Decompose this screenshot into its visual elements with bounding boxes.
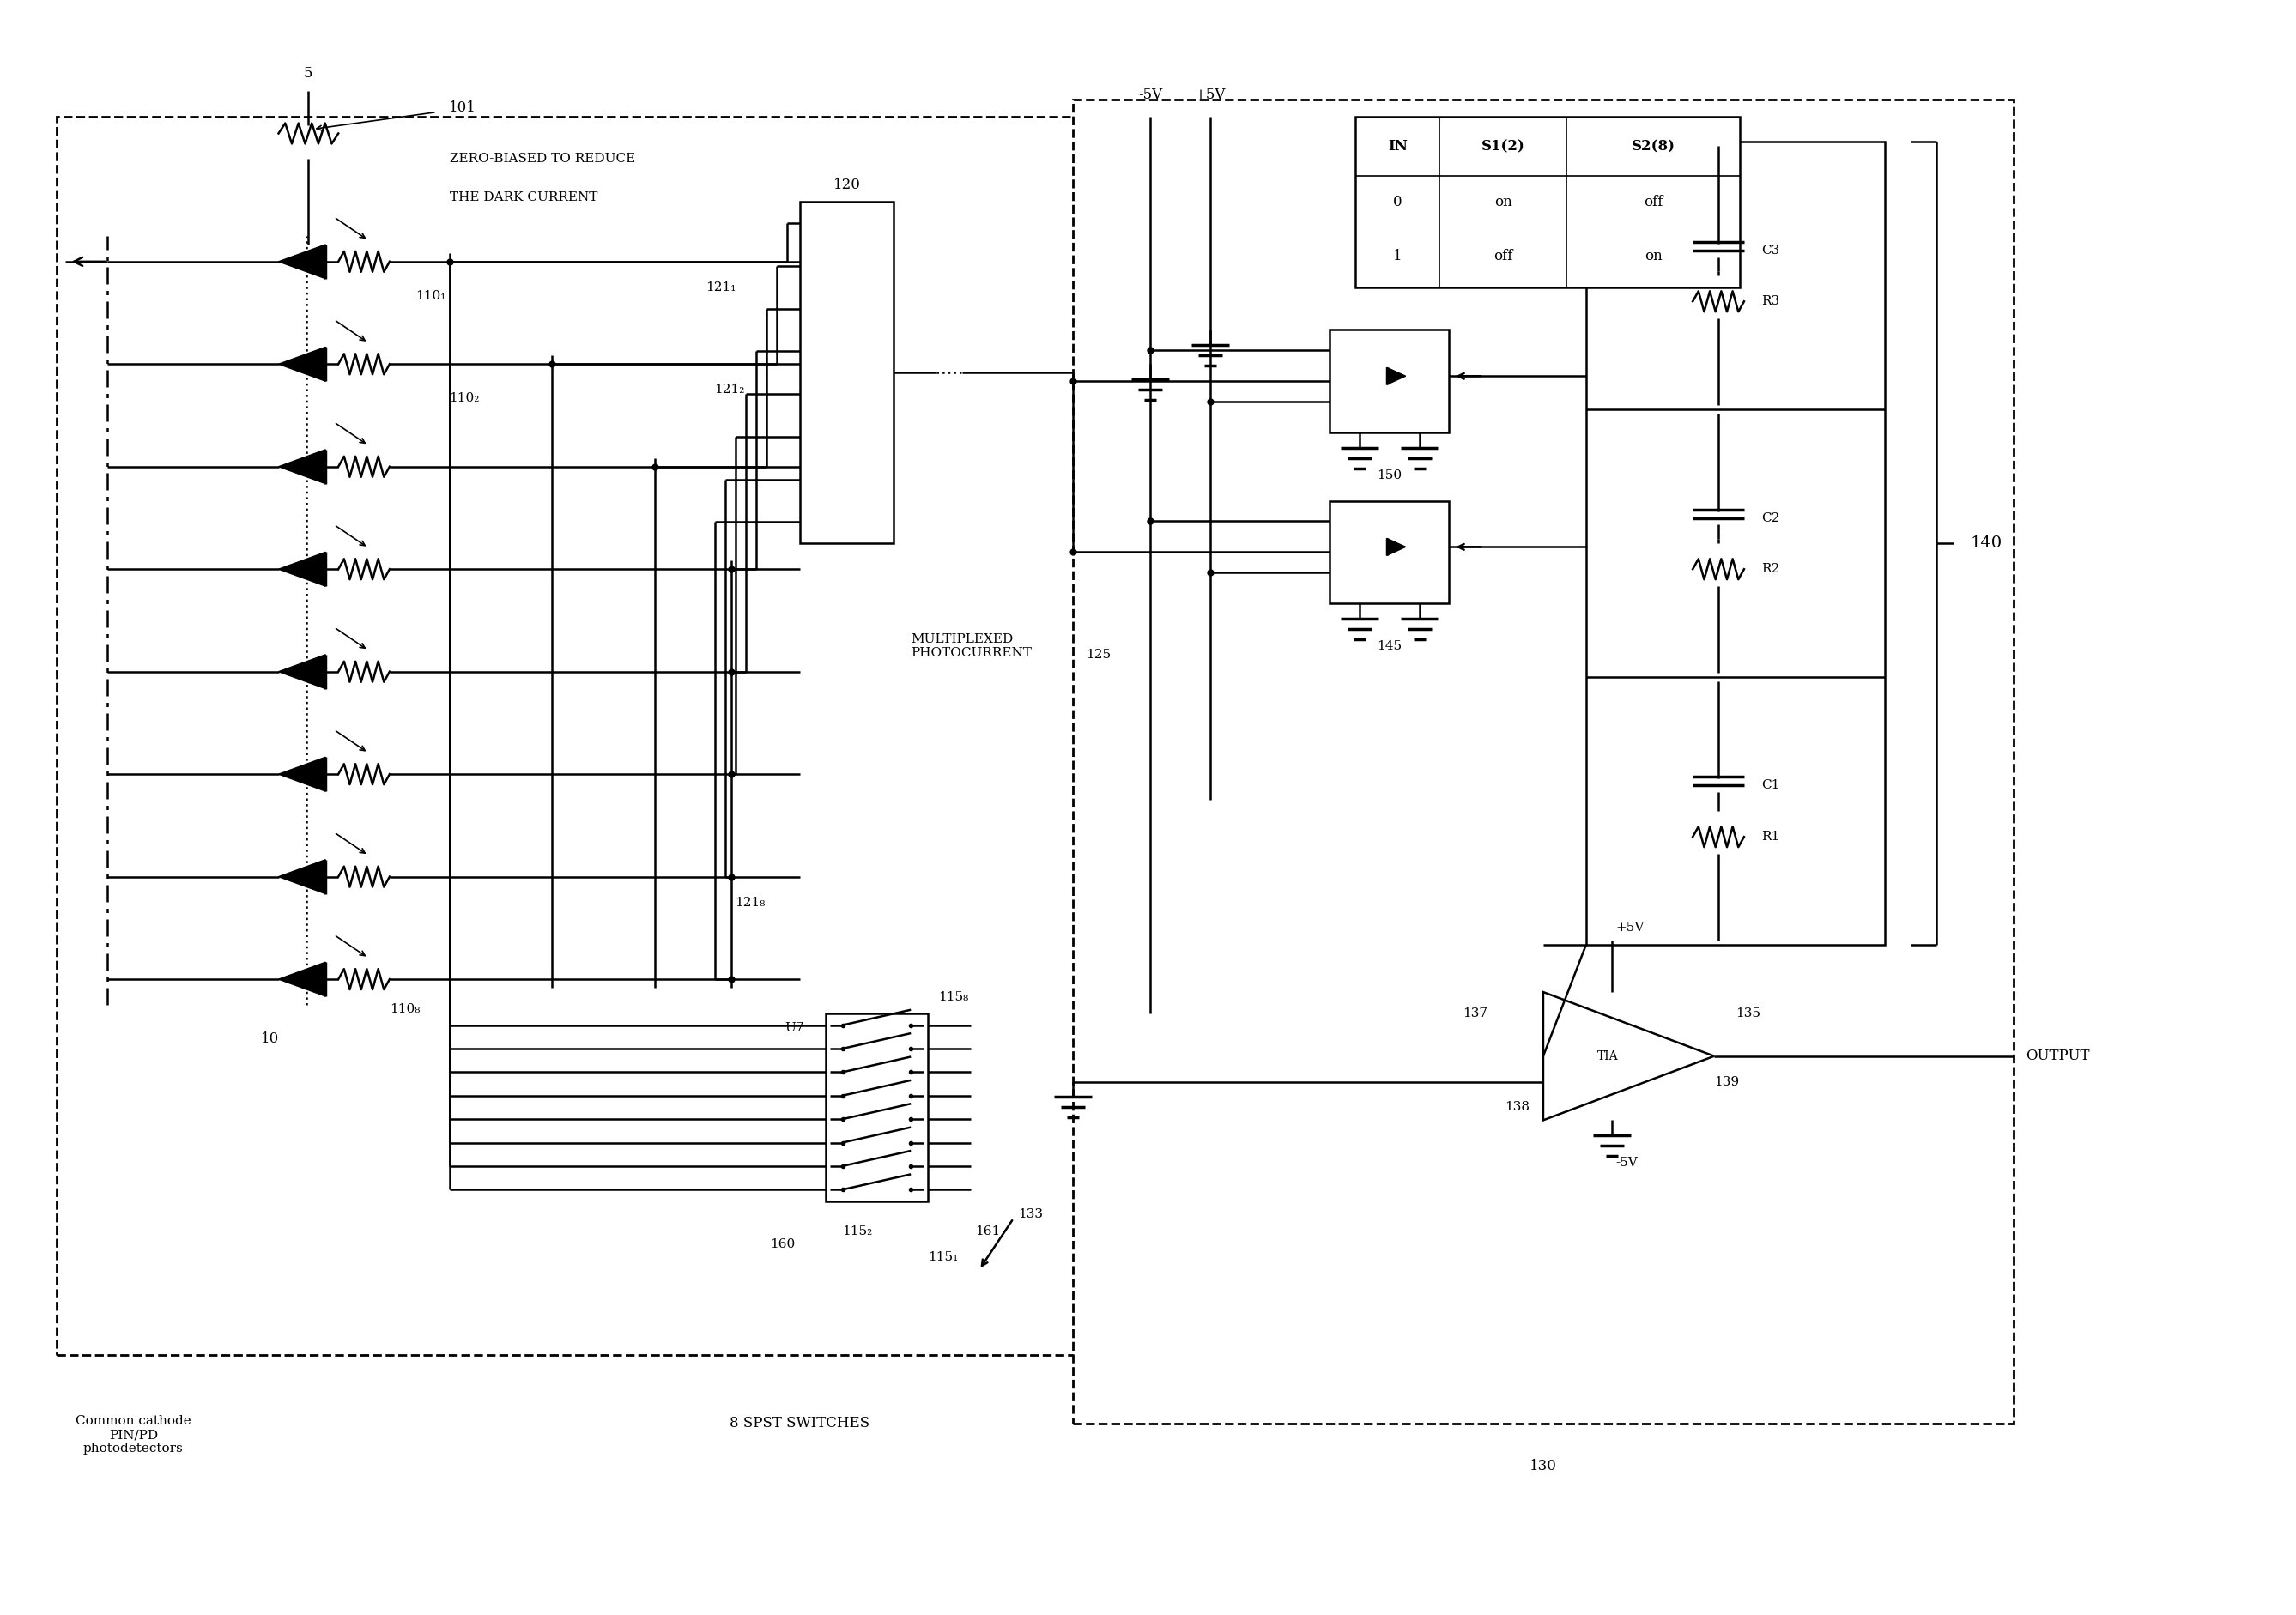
Text: 121₈: 121₈ xyxy=(735,896,765,908)
Text: 121₂: 121₂ xyxy=(714,384,744,396)
Text: off: off xyxy=(1495,249,1513,263)
Text: 138: 138 xyxy=(1506,1101,1529,1113)
Text: 160: 160 xyxy=(769,1239,794,1250)
Text: C3: C3 xyxy=(1761,244,1779,257)
Polygon shape xyxy=(278,859,326,893)
Text: on: on xyxy=(1644,249,1662,263)
Polygon shape xyxy=(278,449,326,484)
Text: 130: 130 xyxy=(1529,1458,1557,1473)
Text: 140: 140 xyxy=(1970,536,2002,551)
Text: 125: 125 xyxy=(1086,649,1111,661)
FancyBboxPatch shape xyxy=(1329,501,1449,604)
Text: OUTPUT: OUTPUT xyxy=(2025,1048,2089,1063)
Polygon shape xyxy=(278,654,326,688)
Text: R3: R3 xyxy=(1761,296,1779,307)
Text: TIA: TIA xyxy=(1598,1050,1619,1063)
Text: +5V: +5V xyxy=(1616,922,1644,933)
Text: THE DARK CURRENT: THE DARK CURRENT xyxy=(450,192,597,203)
Text: 110₈: 110₈ xyxy=(390,1003,420,1016)
Text: Common cathode
PIN/PD
photodetectors: Common cathode PIN/PD photodetectors xyxy=(76,1415,191,1455)
Text: R1: R1 xyxy=(1761,830,1779,843)
Text: 139: 139 xyxy=(1715,1076,1740,1089)
Text: 137: 137 xyxy=(1463,1008,1488,1019)
Text: 115₁: 115₁ xyxy=(928,1252,957,1263)
Text: 115₂: 115₂ xyxy=(843,1226,872,1237)
FancyBboxPatch shape xyxy=(1587,142,1885,945)
Text: S1(2): S1(2) xyxy=(1481,139,1525,153)
Text: -5V: -5V xyxy=(1139,87,1162,102)
Text: 115₈: 115₈ xyxy=(939,992,969,1003)
Text: ZERO-BIASED TO REDUCE: ZERO-BIASED TO REDUCE xyxy=(450,153,636,165)
Text: 1: 1 xyxy=(1394,249,1403,263)
FancyBboxPatch shape xyxy=(1355,116,1740,287)
Text: 150: 150 xyxy=(1378,470,1403,481)
Text: off: off xyxy=(1644,194,1662,208)
FancyBboxPatch shape xyxy=(827,1013,928,1202)
Text: 121₁: 121₁ xyxy=(705,281,735,294)
Text: IN: IN xyxy=(1387,139,1407,153)
Text: 101: 101 xyxy=(448,100,475,115)
Text: +5V: +5V xyxy=(1194,87,1226,102)
Polygon shape xyxy=(1387,538,1405,556)
Polygon shape xyxy=(1543,992,1715,1121)
Text: MULTIPLEXED
PHOTOCURRENT: MULTIPLEXED PHOTOCURRENT xyxy=(912,633,1031,659)
Text: 135: 135 xyxy=(1736,1008,1761,1019)
Text: 0: 0 xyxy=(1394,194,1403,208)
Text: 120: 120 xyxy=(833,178,861,192)
Text: 110₁: 110₁ xyxy=(416,289,445,302)
FancyBboxPatch shape xyxy=(57,116,1081,1355)
FancyBboxPatch shape xyxy=(799,202,893,544)
Text: R2: R2 xyxy=(1761,564,1779,575)
Text: 133: 133 xyxy=(1017,1208,1042,1221)
Text: 110₂: 110₂ xyxy=(450,392,480,404)
Polygon shape xyxy=(278,757,326,791)
Polygon shape xyxy=(278,552,326,586)
Text: 10: 10 xyxy=(262,1032,280,1047)
Text: on: on xyxy=(1495,194,1513,208)
Text: -5V: -5V xyxy=(1616,1156,1637,1169)
Text: S2(8): S2(8) xyxy=(1632,139,1676,153)
Text: 5: 5 xyxy=(303,66,312,81)
Text: C2: C2 xyxy=(1761,512,1779,523)
Polygon shape xyxy=(278,963,326,996)
FancyBboxPatch shape xyxy=(1329,329,1449,433)
Text: 161: 161 xyxy=(976,1226,1001,1237)
FancyBboxPatch shape xyxy=(1072,99,2014,1423)
Polygon shape xyxy=(278,347,326,381)
Polygon shape xyxy=(1387,368,1405,384)
Text: U7: U7 xyxy=(785,1022,804,1034)
Text: C1: C1 xyxy=(1761,780,1779,791)
Polygon shape xyxy=(278,244,326,279)
Text: 145: 145 xyxy=(1378,640,1403,652)
Text: 8 SPST SWITCHES: 8 SPST SWITCHES xyxy=(730,1416,870,1431)
